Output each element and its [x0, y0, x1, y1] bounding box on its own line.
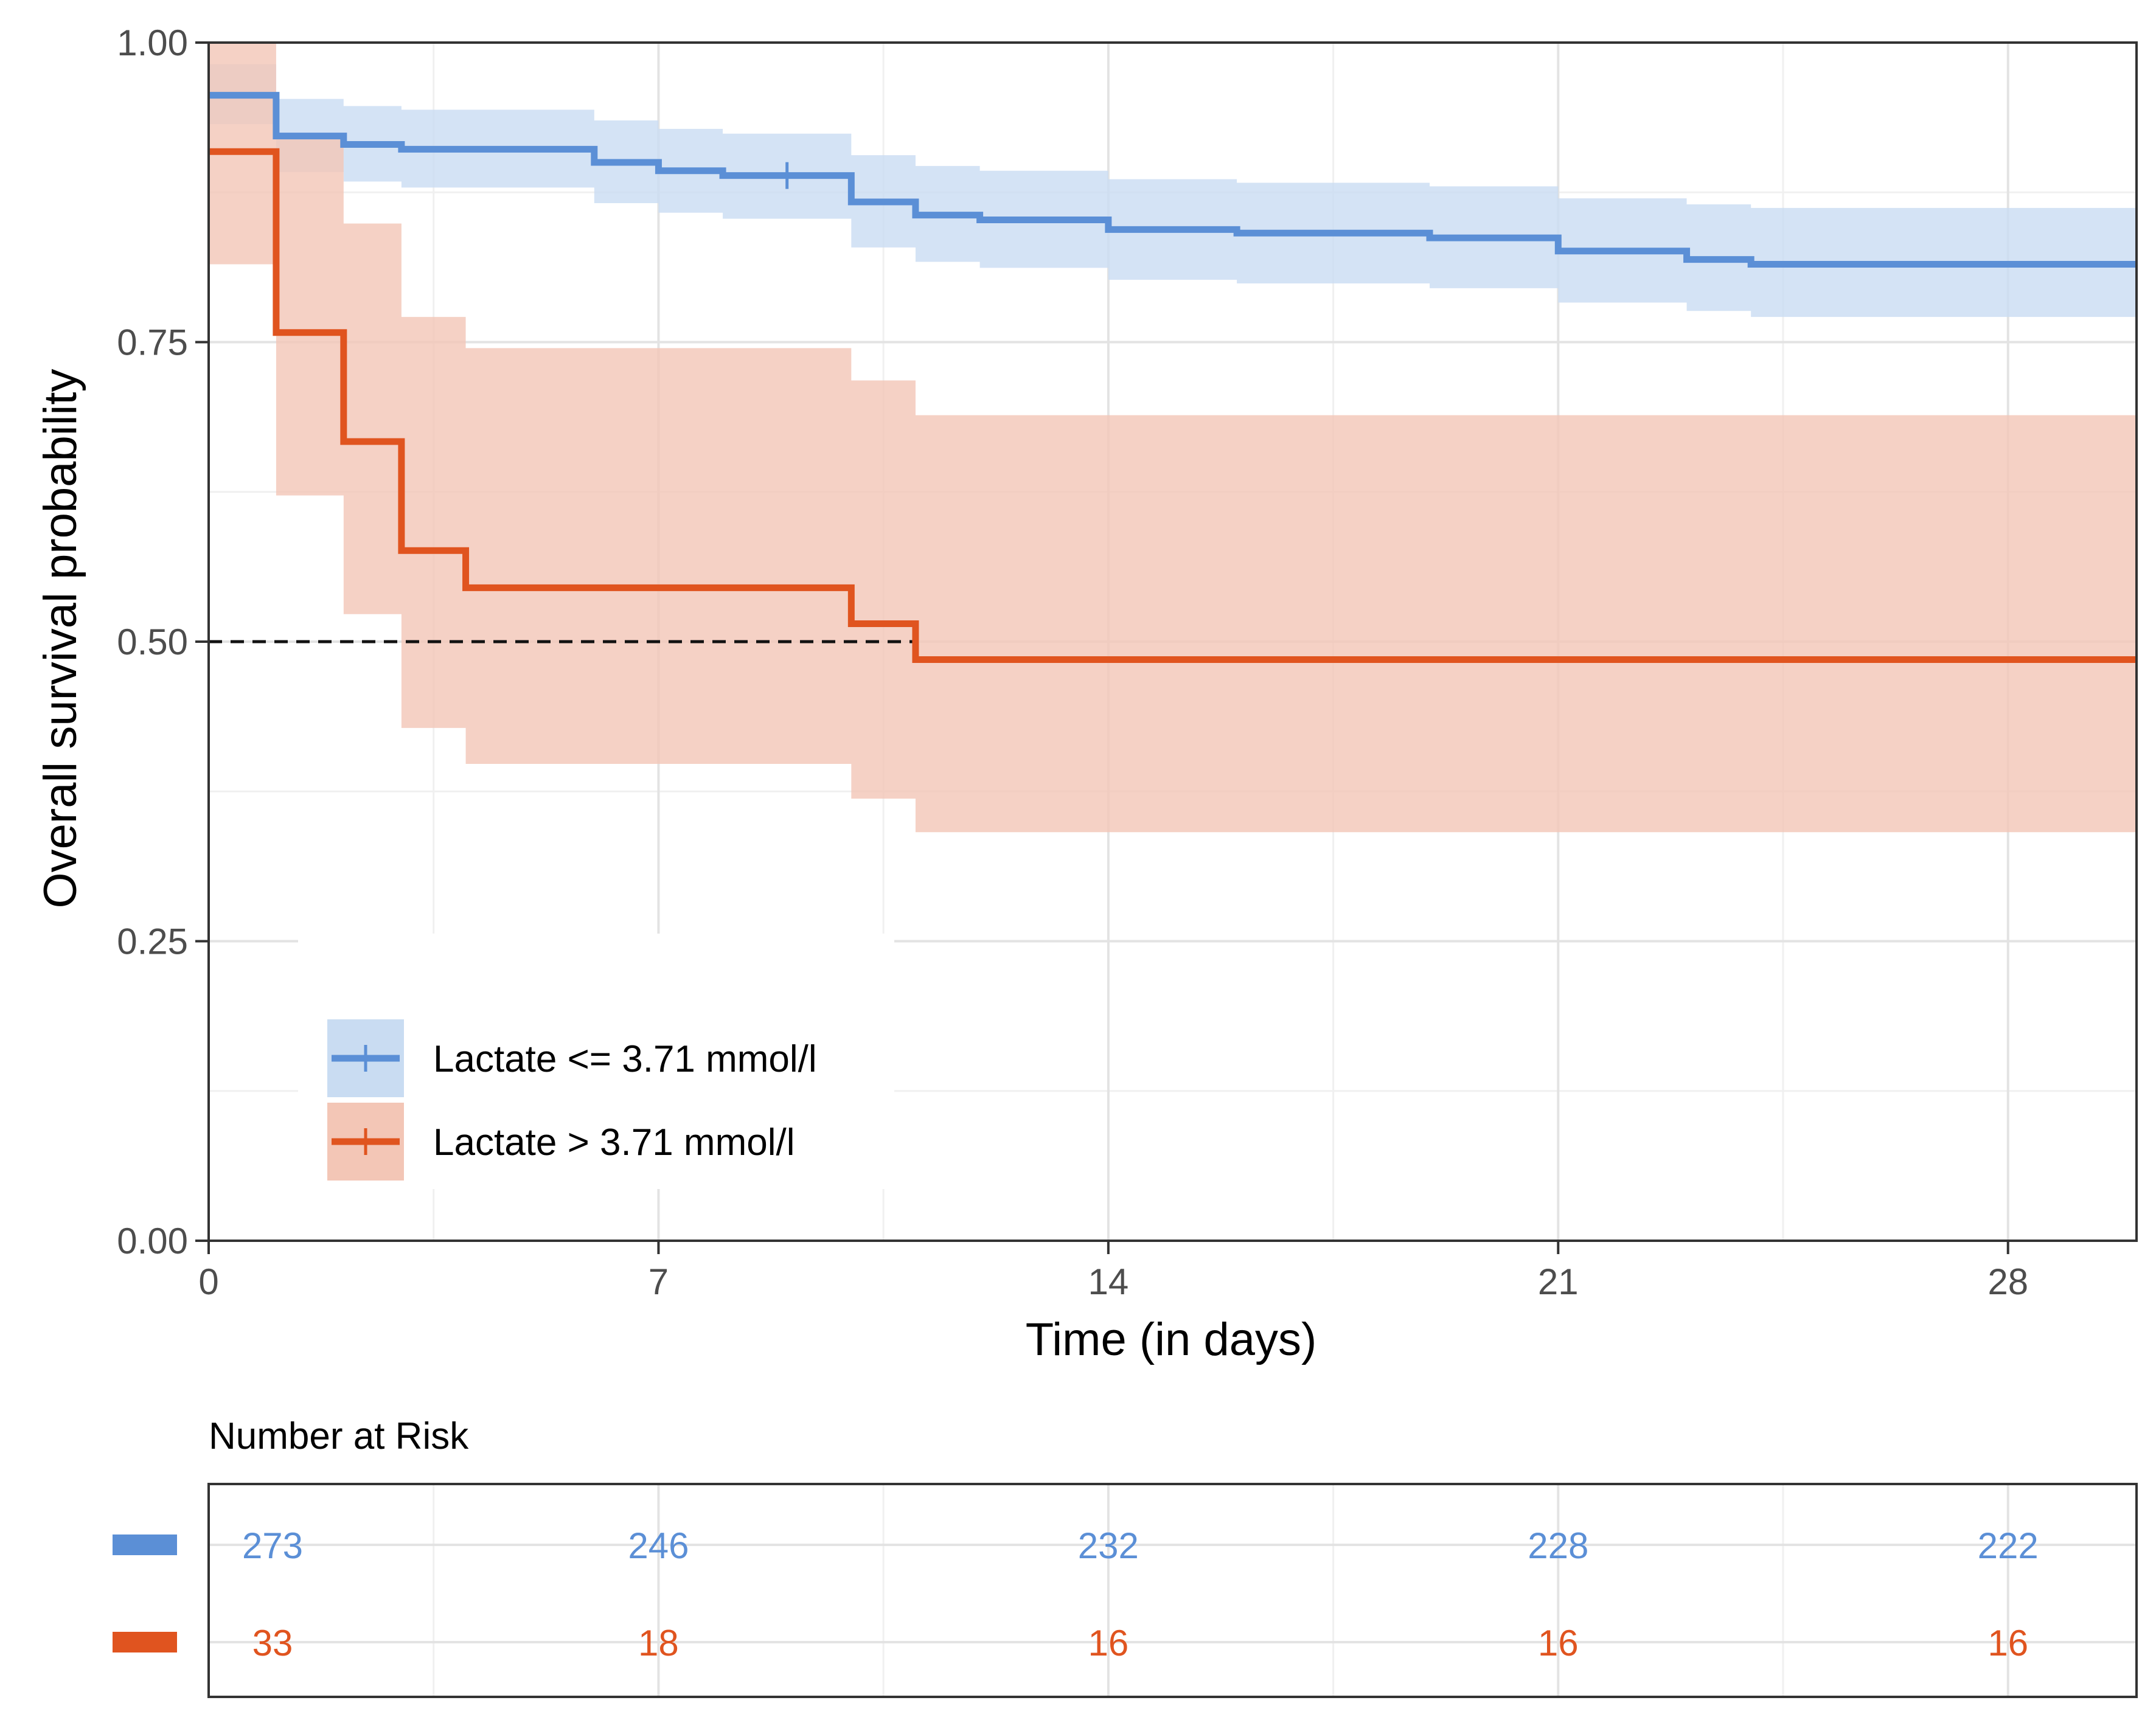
x-tick-label: 0 — [198, 1261, 218, 1302]
risk-row-color-key — [113, 1632, 177, 1652]
legend: Lactate <= 3.71 mmol/l Lactate > 3.71 mmo… — [298, 934, 894, 1189]
survival-curves — [209, 92, 2137, 664]
risk-row-color-key — [113, 1534, 177, 1555]
risk-count: 16 — [1088, 1623, 1128, 1663]
risk-count: 232 — [1078, 1525, 1139, 1566]
legend-label: Lactate > 3.71 mmol/l — [433, 1122, 795, 1163]
risk-count: 273 — [242, 1525, 303, 1566]
risk-table-border — [207, 1483, 2138, 1698]
risk-table: 273 246 232 228 222 33 18 16 16 16 — [113, 1483, 2138, 1698]
risk-count: 228 — [1528, 1525, 1588, 1566]
risk-count: 16 — [1987, 1623, 2028, 1663]
risk-count: 222 — [1978, 1525, 2039, 1566]
risk-count: 33 — [252, 1623, 293, 1663]
y-tick-label: 1.00 — [117, 23, 188, 63]
y-tick-label: 0.25 — [117, 921, 188, 962]
y-tick-label: 0.00 — [117, 1221, 188, 1261]
legend-label: Lactate <= 3.71 mmol/l — [433, 1038, 817, 1080]
x-tick-label: 28 — [1987, 1261, 2028, 1302]
y-tick-label: 0.50 — [117, 622, 188, 662]
risk-count: 16 — [1538, 1623, 1579, 1663]
confidence-band-2 — [209, 43, 2137, 833]
risk-table-background — [209, 1484, 2137, 1697]
y-axis-title: Overall survival probability — [35, 369, 86, 909]
risk-table-title: Number at Risk — [209, 1415, 469, 1457]
x-tick-label: 14 — [1088, 1261, 1128, 1302]
risk-count: 246 — [628, 1525, 689, 1566]
x-tick-label: 21 — [1538, 1261, 1579, 1302]
x-axis-title: Time (in days) — [1026, 1314, 1317, 1365]
x-tick-label: 7 — [649, 1261, 669, 1302]
survival-curve-2 — [209, 148, 2137, 664]
axes: 0.00 0.25 0.50 0.75 1.00 0 7 14 21 28 — [117, 23, 2028, 1302]
y-tick-label: 0.75 — [117, 322, 188, 363]
survival-curve-1 — [209, 92, 2137, 268]
risk-count: 18 — [638, 1623, 679, 1663]
